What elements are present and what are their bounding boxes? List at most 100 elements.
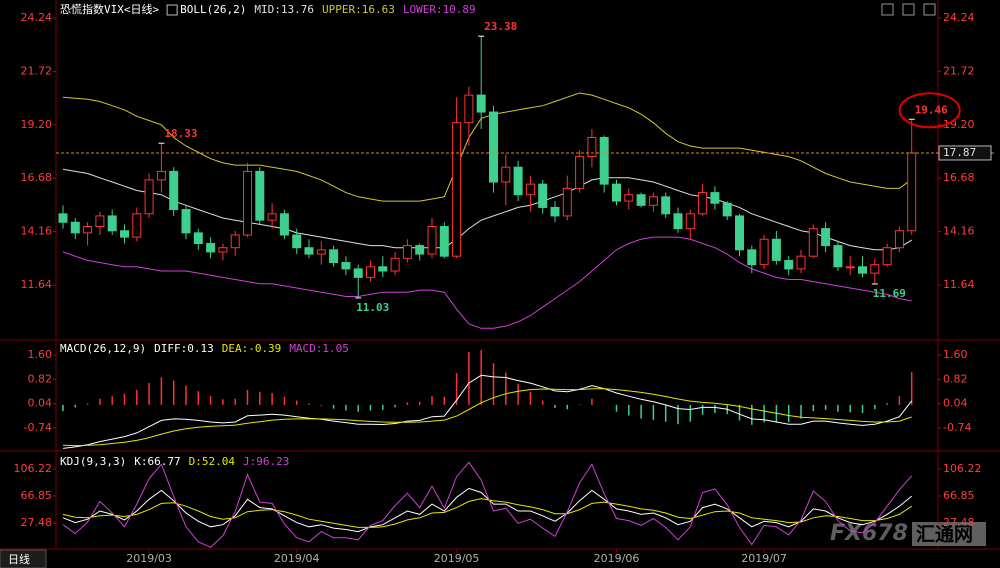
highlight-circle — [898, 92, 961, 129]
indicator-line — [62, 236, 912, 329]
candle-body — [501, 166, 511, 183]
candle-body — [784, 259, 794, 270]
candle-body — [833, 245, 843, 268]
candle-body — [439, 226, 449, 257]
candle-body — [612, 183, 621, 202]
candle-body — [169, 170, 179, 211]
low-label: 11.03 — [356, 301, 389, 314]
candle-body — [771, 238, 781, 261]
watermark: FX678 — [830, 521, 908, 546]
candle-body — [316, 249, 326, 255]
indicator-line — [62, 388, 912, 447]
indicator-line — [62, 374, 913, 449]
candle-body — [698, 192, 708, 215]
candle-body — [144, 179, 154, 215]
x-tick-label: 2019/05 — [434, 552, 480, 565]
legend-entry: UPPER:16.63 — [322, 3, 395, 16]
candle-body — [95, 215, 105, 228]
y-tick-label: 106.22 — [14, 462, 53, 475]
candle-body — [525, 183, 535, 196]
candle-body — [821, 228, 831, 247]
candle-body — [304, 247, 314, 255]
y-tick-label: 14.16 — [943, 225, 975, 238]
candle-body — [341, 262, 351, 270]
candle-body — [562, 187, 572, 217]
candle-body — [907, 152, 917, 232]
candle-body — [894, 230, 904, 249]
y-tick-label: 27.48 — [21, 516, 53, 529]
legend-entry: LOWER:10.89 — [403, 3, 476, 16]
high-label: 23.38 — [484, 20, 517, 33]
last-price-box — [938, 145, 992, 161]
candle-body — [476, 94, 486, 113]
candle-body — [489, 111, 498, 183]
y-tick-label: -0.74 — [24, 421, 52, 434]
candle-body — [218, 247, 228, 253]
x-tick-label: 2019/04 — [274, 552, 320, 565]
y-tick-label: 66.85 — [943, 489, 975, 502]
candle-body — [870, 264, 880, 274]
y-tick-label: 66.85 — [21, 489, 53, 502]
low-label: 11.69 — [873, 287, 906, 300]
y-tick-label: 21.72 — [943, 64, 975, 77]
candle-body — [193, 232, 203, 244]
candle-body — [402, 245, 412, 259]
candle-body — [415, 245, 425, 255]
legend-entry: K:66.77 — [134, 455, 180, 468]
indicator-line — [62, 498, 912, 528]
candle-body — [58, 213, 68, 223]
candle-body — [636, 194, 646, 206]
candle-body — [120, 230, 129, 238]
candle-body — [575, 156, 585, 189]
x-tick-label: 2019/06 — [594, 552, 640, 565]
period-tab[interactable] — [0, 549, 47, 568]
candle-body — [796, 255, 806, 270]
y-tick-label: 1.60 — [943, 348, 968, 361]
window-button[interactable] — [881, 3, 894, 16]
candle-body — [759, 238, 769, 266]
legend-entry: MID:13.76 — [254, 3, 314, 16]
y-tick-label: 0.82 — [943, 372, 968, 385]
candle-body — [845, 266, 855, 269]
y-tick-label: 24.24 — [943, 11, 975, 24]
panel-title: KDJ(9,3,3) — [60, 455, 126, 468]
candle-body — [550, 206, 560, 217]
y-tick-label: 14.16 — [21, 225, 53, 238]
window-button[interactable] — [902, 3, 915, 16]
window-button[interactable] — [923, 3, 936, 16]
indicator-line — [62, 92, 912, 202]
y-tick-label: 1.60 — [28, 348, 53, 361]
legend-entry: DIFF:0.13 — [154, 342, 214, 355]
legend-entry: DEA:-0.39 — [222, 342, 282, 355]
y-tick-label: 19.20 — [943, 118, 975, 131]
candle-body — [722, 202, 732, 217]
indicator-line — [62, 168, 912, 251]
y-tick-label: 24.24 — [21, 11, 53, 24]
candle-body — [599, 136, 609, 185]
legend-entry: D:52.04 — [189, 455, 236, 468]
candle-body — [353, 268, 363, 278]
y-tick-label: 0.04 — [943, 397, 968, 410]
candle-body — [858, 266, 867, 274]
candle-body — [267, 213, 277, 221]
y-tick-label: 11.64 — [21, 278, 53, 291]
y-tick-label: 0.82 — [28, 372, 53, 385]
candle-body — [366, 266, 375, 278]
watermark-box — [912, 522, 986, 546]
y-tick-label: 19.20 — [21, 118, 53, 131]
candle-body — [156, 170, 166, 181]
candle-body — [390, 257, 400, 272]
watermark: 汇通网 — [916, 524, 973, 546]
legend-entry: J:96.23 — [243, 455, 289, 468]
candle-body — [808, 228, 818, 257]
candle-body — [685, 213, 695, 230]
y-tick-label: -0.74 — [943, 421, 971, 434]
indicator-name: BOLL(26,2) — [180, 3, 246, 16]
candle-body — [292, 234, 302, 249]
candle-body — [673, 213, 683, 230]
indicator-line — [62, 487, 913, 533]
candle-body — [107, 215, 117, 232]
candle-body — [427, 226, 437, 255]
panel-title: 恐慌指数VIX<日线> — [60, 2, 159, 16]
candle-body — [452, 122, 462, 257]
